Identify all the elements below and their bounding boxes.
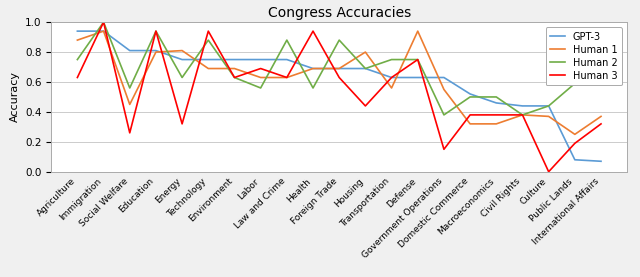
Line: Human 3: Human 3 <box>77 22 601 172</box>
GPT-3 <box>204 58 212 61</box>
Human 3 <box>100 20 108 24</box>
Human 3 <box>492 113 500 117</box>
GPT-3 <box>571 158 579 161</box>
Line: Human 2: Human 2 <box>77 22 601 115</box>
Human 3 <box>571 142 579 145</box>
Human 1 <box>335 67 343 70</box>
Y-axis label: Accuracy: Accuracy <box>10 71 19 122</box>
GPT-3 <box>335 67 343 70</box>
GPT-3 <box>414 76 422 79</box>
Human 1 <box>571 133 579 136</box>
Human 3 <box>257 67 264 70</box>
Human 1 <box>440 88 448 91</box>
Human 1 <box>414 29 422 33</box>
GPT-3 <box>518 104 526 107</box>
Human 2 <box>467 95 474 99</box>
Human 3 <box>597 122 605 125</box>
Human 3 <box>179 122 186 125</box>
Human 3 <box>545 170 552 173</box>
Human 3 <box>74 76 81 79</box>
GPT-3 <box>492 101 500 105</box>
Human 1 <box>545 115 552 118</box>
Human 1 <box>204 67 212 70</box>
GPT-3 <box>388 76 396 79</box>
Human 1 <box>518 113 526 117</box>
Human 1 <box>74 39 81 42</box>
Human 3 <box>204 29 212 33</box>
Human 2 <box>518 113 526 117</box>
Human 3 <box>388 76 396 79</box>
Human 2 <box>335 39 343 42</box>
Title: Congress Accuracies: Congress Accuracies <box>268 6 411 20</box>
GPT-3 <box>283 58 291 61</box>
GPT-3 <box>597 160 605 163</box>
Human 2 <box>283 39 291 42</box>
Human 3 <box>230 76 238 79</box>
Human 1 <box>179 49 186 52</box>
Human 1 <box>597 115 605 118</box>
Human 1 <box>467 122 474 125</box>
Human 1 <box>257 76 264 79</box>
GPT-3 <box>179 58 186 61</box>
GPT-3 <box>257 58 264 61</box>
Human 3 <box>126 131 134 135</box>
Legend: GPT-3, Human 1, Human 2, Human 3: GPT-3, Human 1, Human 2, Human 3 <box>545 27 622 86</box>
GPT-3 <box>440 76 448 79</box>
Human 2 <box>309 86 317 90</box>
Human 2 <box>126 86 134 90</box>
Human 1 <box>283 76 291 79</box>
Human 3 <box>283 76 291 79</box>
GPT-3 <box>467 92 474 96</box>
Human 2 <box>230 76 238 79</box>
Human 1 <box>230 67 238 70</box>
Human 2 <box>179 76 186 79</box>
GPT-3 <box>100 29 108 33</box>
Human 2 <box>152 29 160 33</box>
Human 3 <box>152 29 160 33</box>
Human 2 <box>414 58 422 61</box>
Human 3 <box>335 76 343 79</box>
Human 2 <box>388 58 396 61</box>
GPT-3 <box>152 49 160 52</box>
GPT-3 <box>309 67 317 70</box>
Human 3 <box>309 29 317 33</box>
Human 2 <box>204 39 212 42</box>
Human 2 <box>362 67 369 70</box>
GPT-3 <box>74 29 81 33</box>
Line: Human 1: Human 1 <box>77 31 601 134</box>
Human 2 <box>100 20 108 24</box>
Human 2 <box>257 86 264 90</box>
GPT-3 <box>230 58 238 61</box>
GPT-3 <box>362 67 369 70</box>
Human 3 <box>518 113 526 117</box>
Human 3 <box>362 104 369 107</box>
Human 2 <box>597 76 605 79</box>
GPT-3 <box>545 104 552 107</box>
Human 2 <box>571 82 579 85</box>
GPT-3 <box>126 49 134 52</box>
Human 2 <box>74 58 81 61</box>
Human 3 <box>467 113 474 117</box>
Line: GPT-3: GPT-3 <box>77 31 601 161</box>
Human 1 <box>492 122 500 125</box>
Human 2 <box>545 104 552 107</box>
Human 2 <box>440 113 448 117</box>
Human 3 <box>440 148 448 151</box>
Human 1 <box>126 103 134 106</box>
Human 1 <box>362 50 369 54</box>
Human 2 <box>492 95 500 99</box>
Human 1 <box>388 86 396 90</box>
Human 3 <box>414 58 422 61</box>
Human 1 <box>309 67 317 70</box>
Human 1 <box>152 50 160 54</box>
Human 1 <box>100 29 108 33</box>
